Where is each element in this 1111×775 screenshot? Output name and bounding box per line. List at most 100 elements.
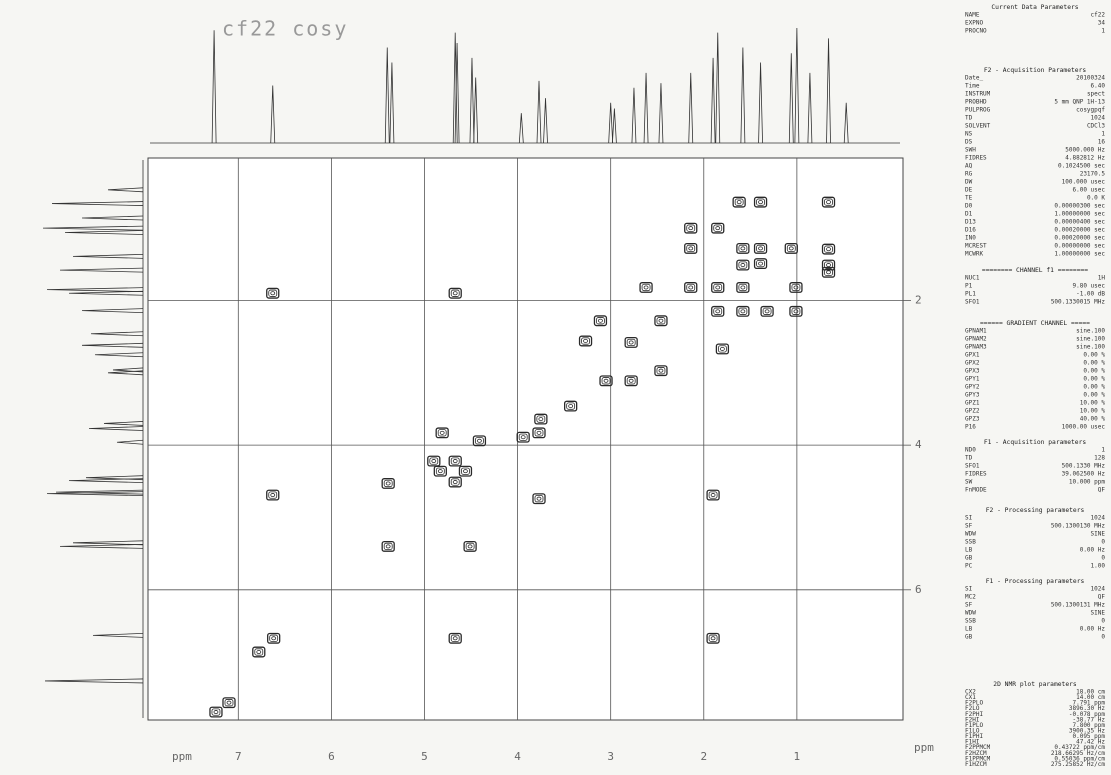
param-value: 1 — [1101, 447, 1105, 454]
param-key: P1 — [965, 283, 973, 290]
contour-ring — [756, 198, 765, 206]
f2-projection-peak — [758, 62, 763, 144]
param-key: P16 — [965, 424, 976, 431]
f2-projection-peak — [518, 113, 524, 144]
param-key: SI — [965, 515, 973, 522]
cross-peak — [266, 287, 280, 299]
param-key: ND0 — [965, 447, 976, 454]
cross-peak — [789, 282, 803, 293]
cross-peak — [448, 476, 462, 488]
param-key: DW — [965, 179, 973, 186]
cross-peak — [578, 335, 593, 347]
param-key: FIDRES — [965, 471, 987, 478]
param-value: 0.00 Hz — [1080, 626, 1106, 633]
param-section-title: F2 - Processing parameters — [986, 507, 1085, 514]
cross-peak — [821, 266, 836, 278]
contour-ring — [458, 465, 473, 477]
param-value: 34 — [1098, 20, 1106, 27]
param-key: NUC1 — [965, 275, 980, 282]
param-value: 0.00000400 sec — [1054, 219, 1105, 226]
contour-ring — [271, 636, 277, 641]
contour-ring — [628, 340, 634, 345]
contour-ring — [821, 266, 836, 278]
cross-peak — [715, 343, 730, 355]
cross-peak — [463, 540, 477, 552]
contour-ring — [793, 309, 799, 314]
cross-peak — [427, 455, 441, 467]
contour-ring — [717, 345, 727, 353]
contour-ring — [758, 200, 763, 205]
param-key: SFO1 — [965, 463, 980, 470]
cross-peak — [821, 243, 836, 255]
f1-projection-peak — [51, 201, 144, 206]
cross-peak — [760, 305, 774, 317]
contour-ring — [601, 377, 611, 385]
contour-ring — [222, 697, 236, 709]
param-value: CDCl3 — [1087, 123, 1105, 130]
contour-ring — [213, 710, 219, 715]
contour-ring — [568, 404, 574, 409]
contour-ring — [713, 224, 723, 232]
contour-ring — [715, 226, 721, 231]
contour-ring — [536, 430, 542, 435]
contour-ring — [706, 489, 720, 501]
contour-ring — [463, 469, 468, 474]
contour-ring — [268, 289, 278, 297]
contour-ring — [437, 469, 443, 474]
contour-ring — [532, 427, 546, 439]
contour-ring — [599, 375, 613, 387]
contour-ring — [732, 196, 746, 208]
contour-ring — [740, 263, 746, 268]
cross-peak — [821, 196, 836, 208]
cross-peak — [654, 315, 668, 327]
cross-peak — [821, 259, 836, 271]
contour-ring — [753, 258, 768, 270]
contour-ring — [439, 430, 445, 435]
y-tick-label: 6 — [915, 583, 922, 596]
param-key: GPX3 — [965, 368, 980, 375]
f1-projection-peak — [90, 331, 144, 337]
f1-projection-peak — [72, 540, 144, 546]
param-section-title: Current Data Parameters — [991, 4, 1078, 11]
param-key: NS — [965, 131, 973, 138]
param-value: 0.00 % — [1083, 352, 1105, 359]
param-value: 128 — [1094, 455, 1105, 462]
param-value: 500.1330 MHz — [1062, 463, 1106, 470]
contour-ring — [448, 476, 462, 488]
contour-ring — [738, 261, 748, 269]
contour-ring — [475, 437, 484, 445]
contour-ring — [715, 309, 721, 314]
contour-ring — [710, 493, 716, 498]
param-value: sine.100 — [1076, 344, 1105, 351]
param-key: SFO1 — [965, 299, 980, 306]
param-key: MCWRK — [965, 251, 983, 258]
contour-ring — [654, 315, 668, 327]
contour-ring — [826, 247, 831, 252]
contour-ring — [711, 282, 725, 293]
param-value: -1.00 dB — [1076, 291, 1105, 298]
contour-ring — [753, 196, 768, 208]
cross-peak — [684, 222, 698, 234]
contour-ring — [538, 417, 544, 422]
param-value: 218.66295 Hz/cm — [1051, 750, 1106, 757]
param-key: F1HZCM — [965, 761, 987, 768]
param-value: 0.00 % — [1083, 392, 1105, 399]
f1-projection-peak — [68, 290, 144, 296]
contour-ring — [715, 285, 721, 290]
f2-projection-peak — [807, 72, 813, 144]
contour-ring — [516, 431, 530, 443]
param-key: MCREST — [965, 243, 987, 250]
param-value: 0 — [1101, 539, 1105, 546]
param-value: 0.00000000 sec — [1054, 243, 1105, 250]
param-key: SF — [965, 602, 973, 609]
param-value: -38.77 Hz — [1072, 716, 1105, 723]
param-value: 9.80 usec — [1072, 283, 1105, 290]
contour-ring — [643, 285, 649, 290]
y-tick-label: 2 — [915, 293, 922, 306]
param-key: AQ — [965, 163, 973, 170]
cross-peak — [381, 478, 395, 489]
param-key: Date_ — [965, 75, 983, 82]
contour-ring — [211, 708, 221, 716]
param-value: 3900.35 Hz — [1069, 728, 1106, 735]
